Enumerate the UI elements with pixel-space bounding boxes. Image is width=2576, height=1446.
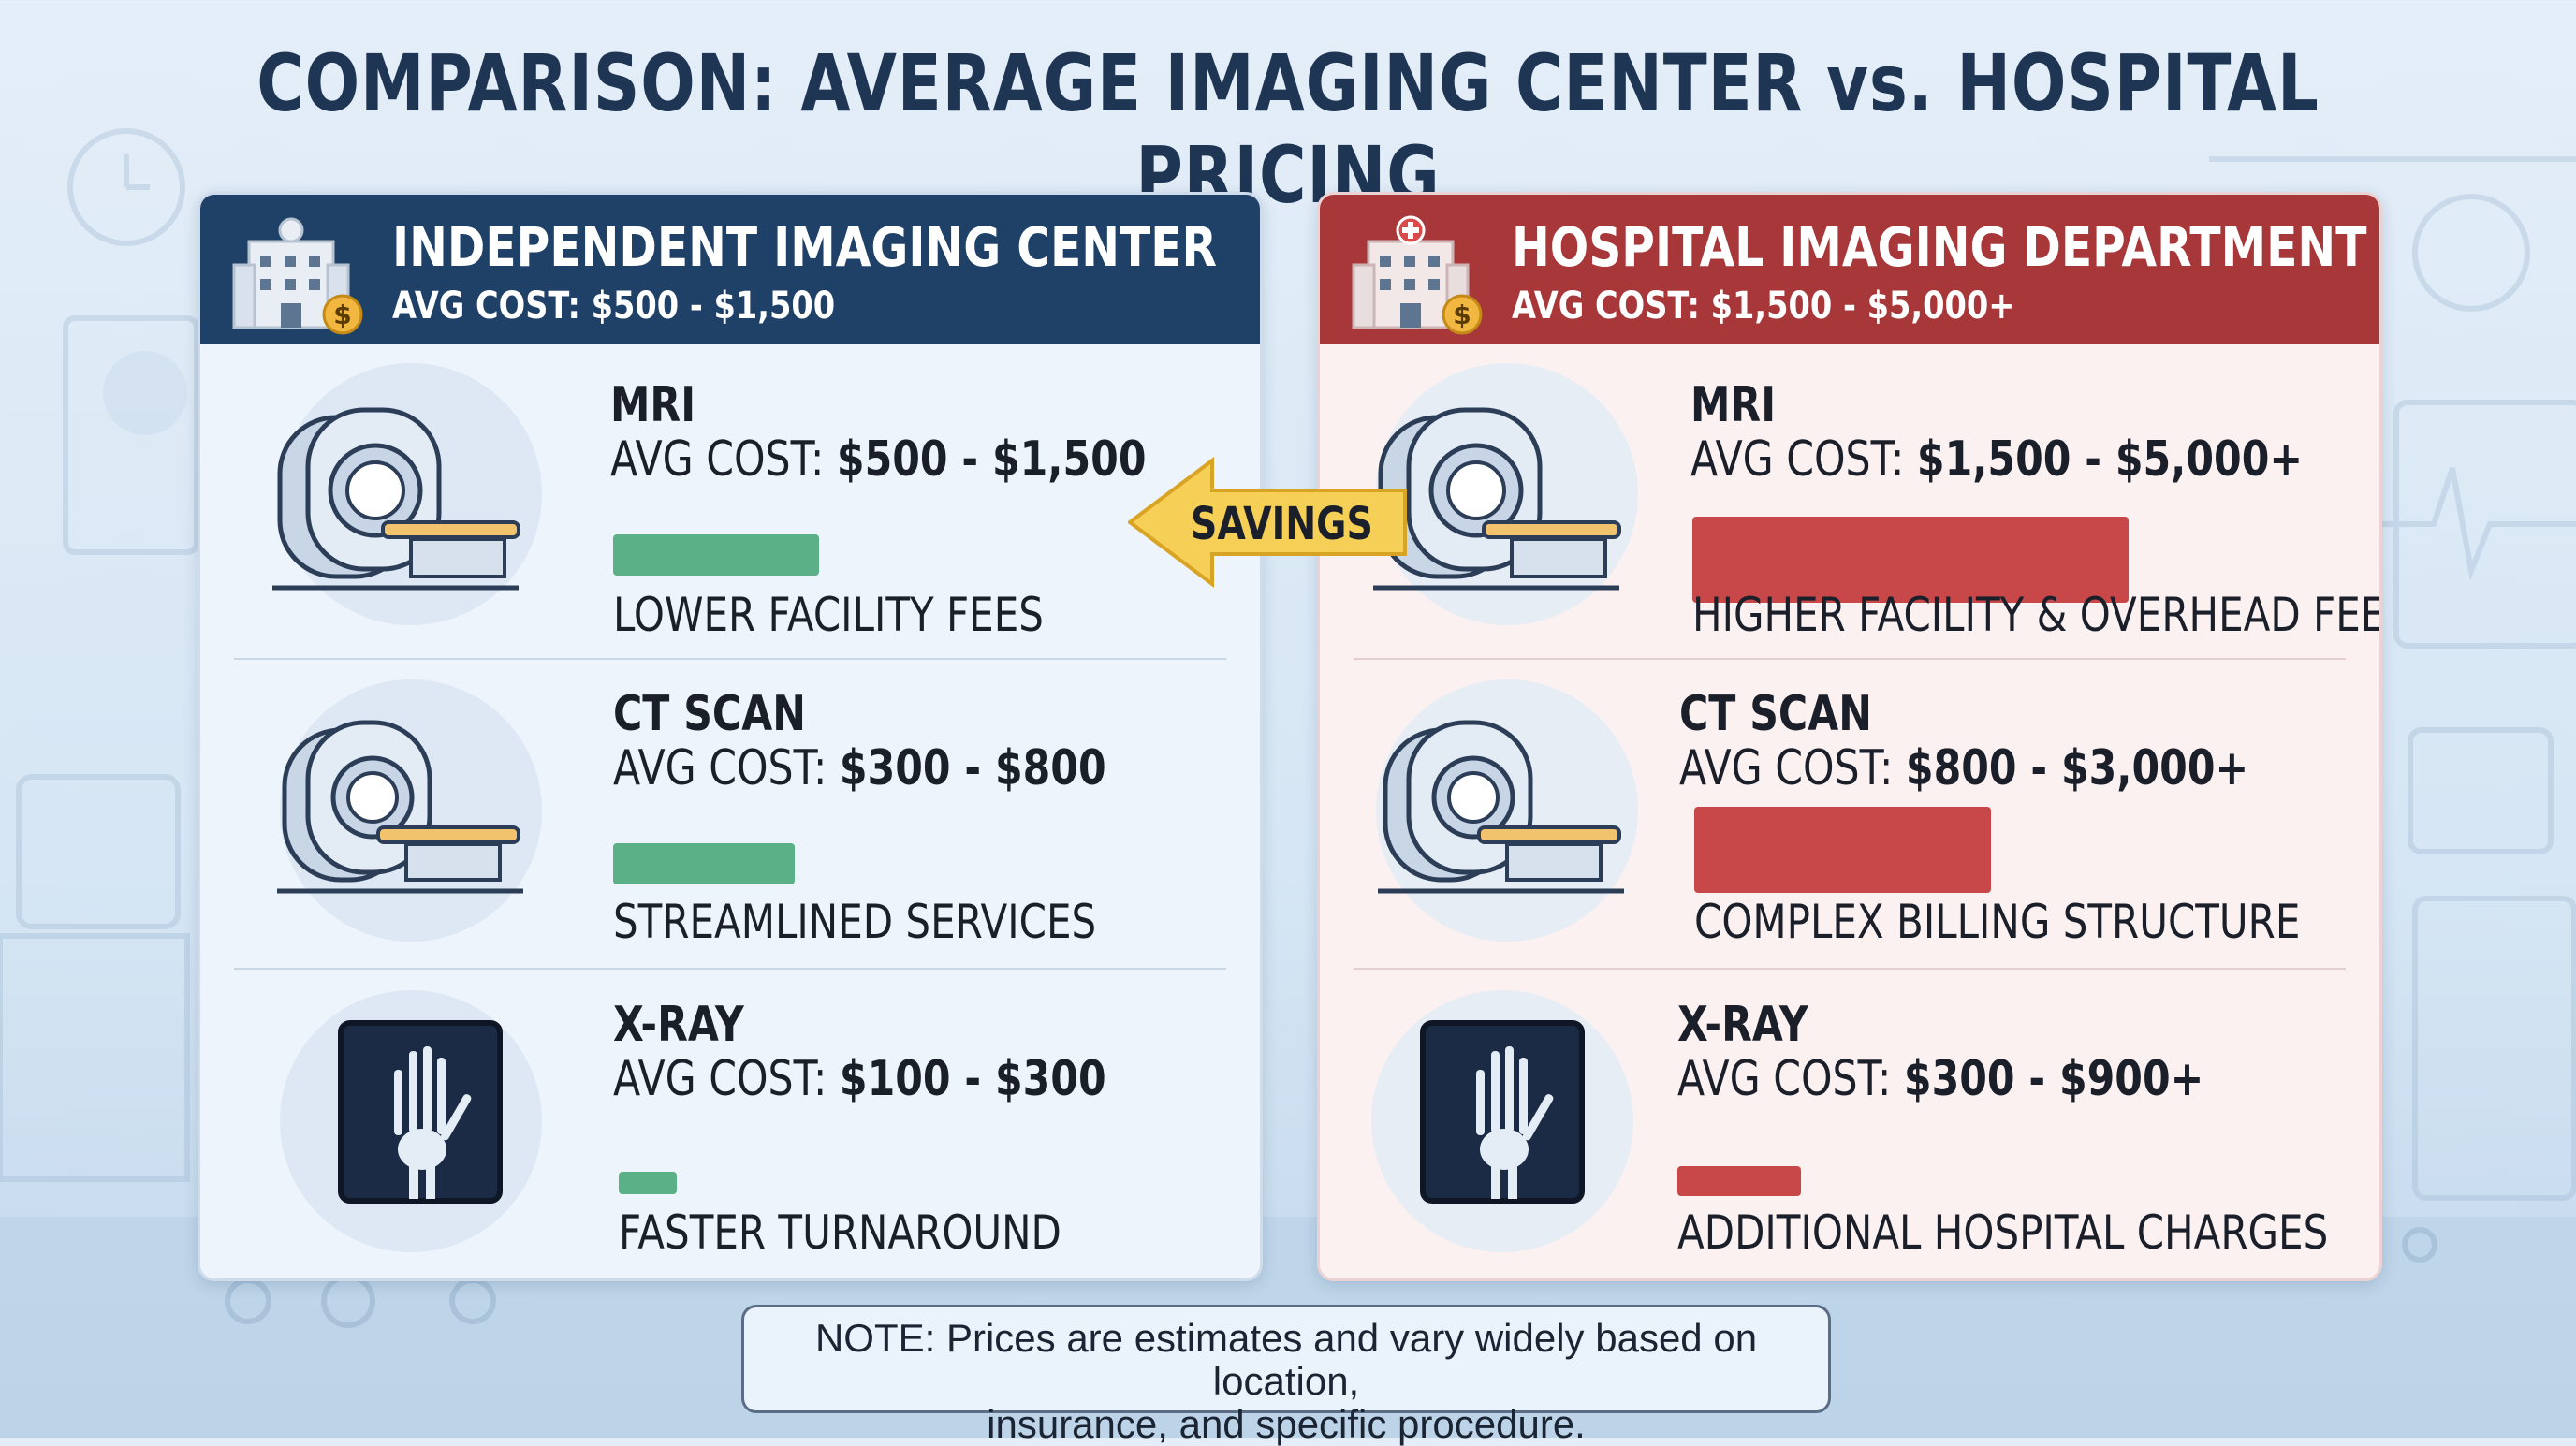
- ct-scanner-icon: [277, 720, 523, 894]
- clock-icon: [67, 128, 185, 246]
- procedure-feature: STREAMLINED SERVICES: [613, 895, 1097, 949]
- procedure-feature: COMPLEX BILLING STRUCTURE: [1694, 895, 2301, 949]
- procedure-row-mri: MRI AVG COST: $500 - $1,500 LOWER FACILI…: [200, 344, 1260, 653]
- caduceus-icon: [2412, 194, 2530, 312]
- savings-label: SAVINGS: [1191, 498, 1373, 550]
- procedure-cost: AVG COST: $300 - $800: [613, 740, 1106, 796]
- independent-center-panel: $ INDEPENDENT IMAGING CENTER AVG COST: $…: [198, 192, 1263, 1281]
- disclaimer-note: NOTE: Prices are estimates and vary wide…: [741, 1305, 1831, 1446]
- procedure-feature: ADDITIONAL HOSPITAL CHARGES: [1677, 1205, 2329, 1260]
- procedure-name: X-RAY: [1677, 997, 1808, 1053]
- note-line-2: insurance, and specific procedure.: [987, 1402, 1586, 1446]
- cost-bar: [1677, 1166, 1801, 1196]
- procedure-cost: AVG COST: $100 - $300: [613, 1051, 1106, 1107]
- procedure-name: CT SCAN: [613, 686, 806, 742]
- procedure-row-mri: MRI AVG COST: $1,500 - $5,000+ HIGHER FA…: [1320, 344, 2379, 653]
- monitor-right-icon: [2408, 727, 2554, 854]
- procedure-name: CT SCAN: [1679, 686, 1872, 742]
- cost-bar: [613, 534, 819, 576]
- mri-scanner-icon: [1373, 407, 1621, 591]
- page-title: COMPARISON: AVERAGE IMAGING CENTER vs. H…: [256, 37, 2320, 221]
- ct-scanner-icon: [1378, 720, 1624, 894]
- xray-hand-icon: [1420, 1020, 1585, 1204]
- medical-chart-icon: [63, 315, 199, 555]
- panel-title: INDEPENDENT IMAGING CENTER: [392, 215, 1218, 279]
- mri-scanner-icon: [272, 407, 520, 591]
- panel-header: $ INDEPENDENT IMAGING CENTER AVG COST: $…: [200, 195, 1260, 344]
- cost-bar: [613, 843, 795, 884]
- panel-title: HOSPITAL IMAGING DEPARTMENT: [1512, 215, 2367, 279]
- hospital-department-panel: $ HOSPITAL IMAGING DEPARTMENT AVG COST: …: [1317, 192, 2382, 1281]
- hospital-dollar-icon: $: [1352, 215, 1483, 335]
- procedure-name: X-RAY: [613, 997, 744, 1053]
- procedure-row-ct: CT SCAN AVG COST: $300 - $800 STREAMLINE…: [200, 661, 1260, 970]
- procedure-feature: HIGHER FACILITY & OVERHEAD FEES: [1692, 588, 2382, 642]
- procedure-row-xray: X-RAY AVG COST: $100 - $300 FASTER TURNA…: [200, 971, 1260, 1278]
- note-line-1: NOTE: Prices are estimates and vary wide…: [814, 1316, 1758, 1403]
- cost-bar: [1694, 807, 1991, 893]
- procedure-cost: AVG COST: $800 - $3,000+: [1679, 740, 2249, 796]
- procedure-name: MRI: [1690, 377, 1777, 433]
- procedure-name: MRI: [610, 377, 696, 433]
- procedure-feature: FASTER TURNAROUND: [619, 1205, 1061, 1260]
- procedure-row-xray: X-RAY AVG COST: $300 - $900+ ADDITIONAL …: [1320, 971, 2379, 1278]
- building-dollar-icon: $: [232, 217, 363, 335]
- row-divider: [234, 658, 1226, 660]
- procedure-feature: LOWER FACILITY FEES: [613, 588, 1044, 642]
- monitor-icon: [16, 774, 181, 929]
- cost-bar: [619, 1172, 677, 1194]
- panel-avg-cost: AVG COST: $1,500 - $5,000+: [1512, 285, 2015, 328]
- panel-header: $ HOSPITAL IMAGING DEPARTMENT AVG COST: …: [1320, 195, 2379, 344]
- panel-avg-cost: AVG COST: $500 - $1,500: [392, 285, 836, 328]
- svg-text:$: $: [1453, 299, 1471, 330]
- row-divider: [1354, 968, 2346, 970]
- svg-text:$: $: [333, 299, 351, 330]
- savings-arrow-icon: [1128, 457, 1407, 588]
- row-divider: [234, 968, 1226, 970]
- cost-bar: [1692, 517, 2129, 603]
- procedure-cost: AVG COST: $500 - $1,500: [610, 431, 1147, 488]
- row-divider: [1354, 658, 2346, 660]
- procedure-cost: AVG COST: $1,500 - $5,000+: [1690, 431, 2304, 488]
- procedure-row-ct: CT SCAN AVG COST: $800 - $3,000+ COMPLEX…: [1320, 661, 2379, 970]
- xray-hand-icon: [338, 1020, 503, 1204]
- procedure-cost: AVG COST: $300 - $900+: [1677, 1051, 2204, 1107]
